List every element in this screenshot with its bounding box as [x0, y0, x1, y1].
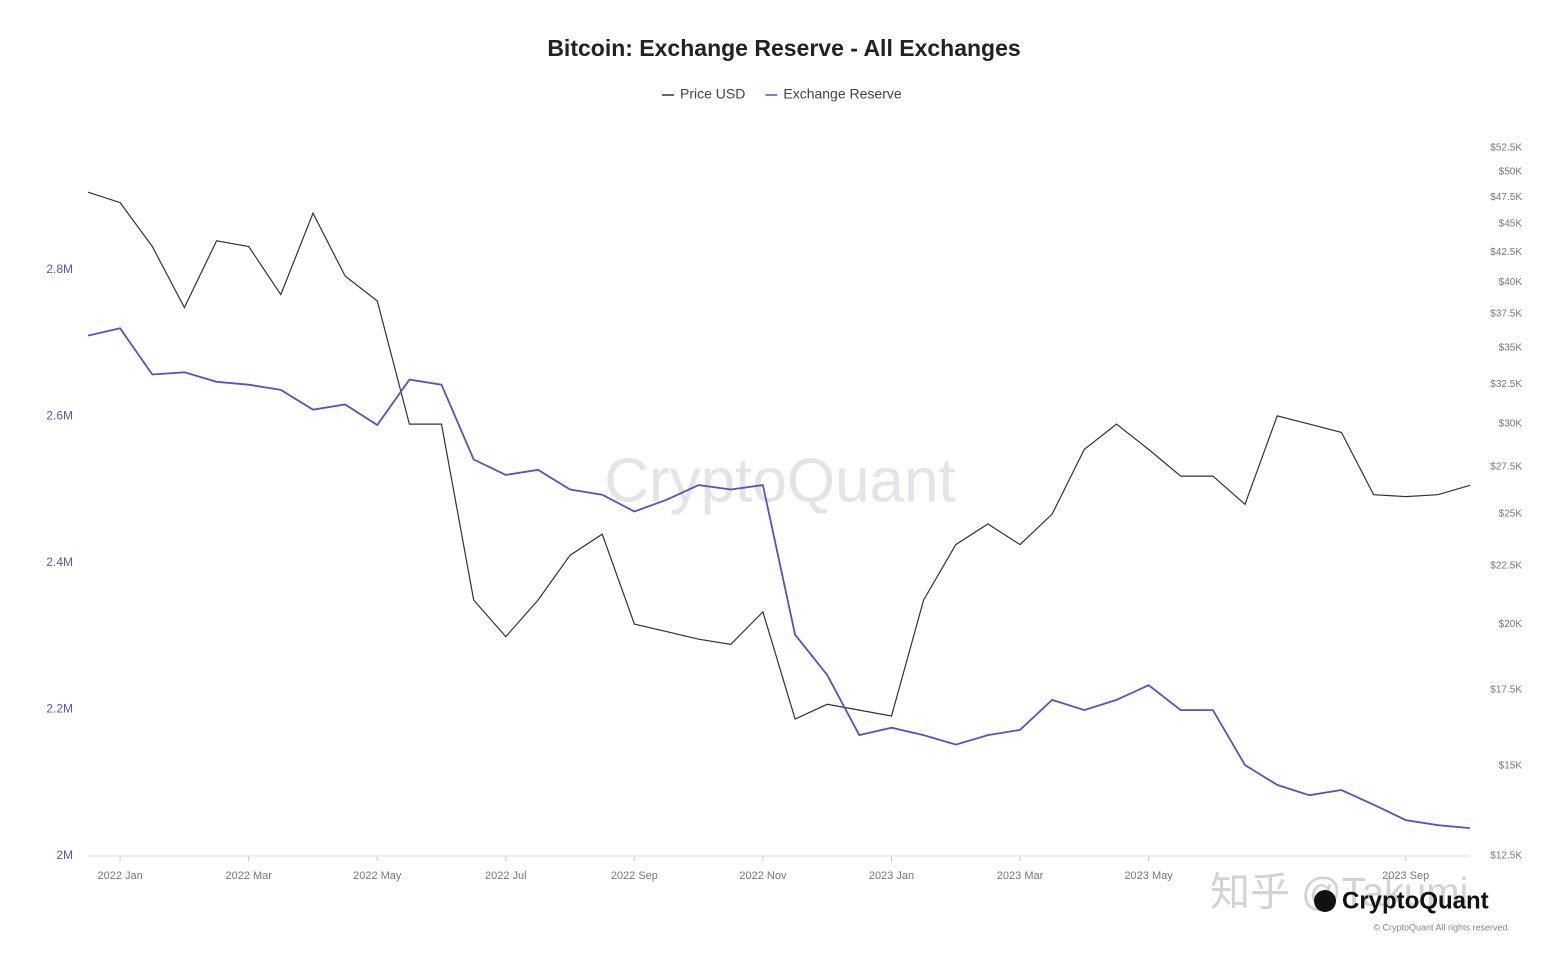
y2-tick-label: $52.5K: [1490, 143, 1522, 154]
y-tick-label: 2.6M: [46, 408, 73, 422]
y2-tick-label: $15K: [1499, 761, 1523, 772]
x-tick-label: 2022 Jan: [98, 870, 143, 882]
x-tick-label: 2022 Nov: [739, 870, 787, 882]
y2-tick-label: $12.5K: [1490, 851, 1522, 862]
y2-tick-label: $22.5K: [1490, 561, 1522, 572]
y2-tick-label: $30K: [1499, 419, 1523, 430]
y2-tick-label: $35K: [1499, 343, 1523, 354]
x-tick-label: 2022 Mar: [225, 870, 272, 882]
y-tick-label: 2.8M: [46, 262, 73, 276]
logo-icon: [1314, 890, 1336, 912]
y2-tick-label: $32.5K: [1490, 379, 1522, 390]
y2-tick-label: $40K: [1499, 277, 1523, 288]
x-tick-label: 2023 Jan: [869, 870, 914, 882]
x-tick-label: 2023 May: [1124, 870, 1173, 882]
x-tick-label: 2023 Sep: [1382, 870, 1429, 882]
x-tick-label: 2022 Sep: [611, 870, 658, 882]
watermark: CryptoQuant: [604, 446, 956, 515]
copyright: © CryptoQuant All rights reserved.: [1373, 922, 1510, 932]
y-tick-label: 2.2M: [46, 702, 73, 716]
y-tick-label: 2M: [56, 848, 73, 862]
y2-tick-label: $47.5K: [1490, 192, 1522, 203]
legend-label: Price USD: [680, 86, 745, 102]
series-line: [87, 327, 1471, 829]
y2-tick-label: $50K: [1499, 167, 1523, 178]
y2-tick-label: $27.5K: [1490, 462, 1522, 473]
y2-tick-label: $42.5K: [1490, 247, 1522, 258]
series-line: [87, 191, 1471, 720]
x-tick-label: 2022 Jul: [485, 870, 527, 882]
logo: CryptoQuant: [1342, 887, 1489, 914]
y2-tick-label: $45K: [1499, 219, 1523, 230]
y2-tick-label: $37.5K: [1490, 309, 1522, 320]
x-tick-label: 2023 Mar: [997, 870, 1044, 882]
overlay-watermark: 知乎 @Takumi: [1210, 871, 1468, 915]
legend-label: Exchange Reserve: [783, 86, 902, 102]
y2-tick-label: $17.5K: [1490, 685, 1522, 696]
x-tick-label: 2022 May: [353, 870, 402, 882]
y2-tick-label: $25K: [1499, 509, 1523, 520]
y2-tick-label: $20K: [1499, 619, 1523, 630]
chart-title: Bitcoin: Exchange Reserve - All Exchange…: [547, 35, 1020, 61]
y-tick-label: 2.4M: [46, 555, 73, 569]
